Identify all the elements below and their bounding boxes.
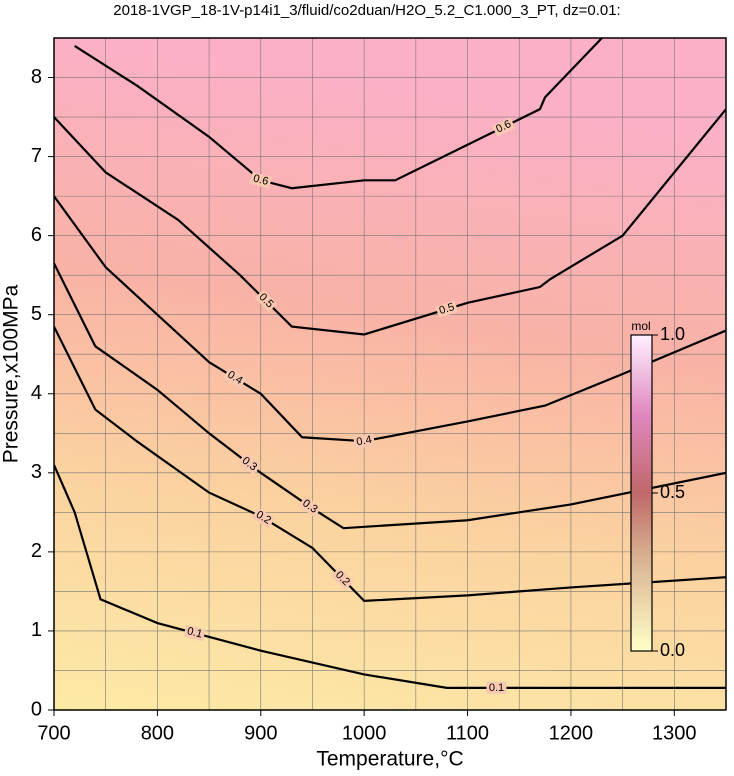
contour-line [54,195,726,443]
contour-label-bg [298,496,322,518]
x-tick-label: 800 [141,722,174,744]
x-axis-label: Temperature,°C [316,748,463,771]
contour-label-bg [254,289,278,313]
colorbar-label: mol [631,319,650,333]
contour-label-bg [223,367,247,389]
contour-label-bg [435,300,459,318]
contour-label: 0.5 [438,301,456,317]
colorbar [630,334,653,652]
y-tick-label: 7 [31,145,42,167]
contour-label-bg [353,433,376,449]
x-tick-label: 1100 [446,722,489,744]
x-tick-label: 1300 [652,722,697,744]
contour-line [54,326,726,603]
contour-label: 0.6 [252,173,270,188]
y-tick-label: 1 [31,619,42,641]
contour-label-bg [251,507,276,529]
contour-label: 0.1 [489,682,504,694]
plot-background [54,38,726,710]
y-tick-label: 4 [31,382,42,404]
chart-title: 2018-1VGP_18-1V-p14i1_3/fluid/co2duan/H2… [113,2,620,19]
contour-label-bg [486,681,507,694]
contour-label-bg [183,624,206,642]
y-tick-label: 2 [31,540,42,562]
contour-label-bg [237,453,261,475]
y-axis-label: Pressure,x100MPa [0,284,23,463]
contour-line [74,38,603,190]
y-tick-label: 6 [31,224,42,246]
contour-line [54,108,726,336]
y-tick-label: 8 [31,66,42,88]
x-tick-label: 900 [244,722,277,744]
colorbar-tick-label: 0.5 [660,482,685,502]
x-tick-label: 1000 [342,722,387,744]
colorbar-tick-label: 1.0 [660,324,685,344]
x-tick-label: 1200 [549,722,594,744]
colorbar-tick-label: 0.0 [660,640,685,660]
contour-label-bg [492,117,516,137]
contour-label: 0.4 [355,434,372,449]
y-tick-label: 3 [31,461,42,483]
plot-frame [53,37,727,711]
y-tick-label: 0 [31,698,42,720]
contour-line [54,464,726,689]
contour-line [54,262,726,530]
x-tick-label: 700 [37,722,70,744]
contour-label: 0.1 [186,625,204,641]
contour-label-bg [249,172,272,189]
contour-label-bg [331,567,354,590]
y-tick-label: 5 [31,303,42,325]
